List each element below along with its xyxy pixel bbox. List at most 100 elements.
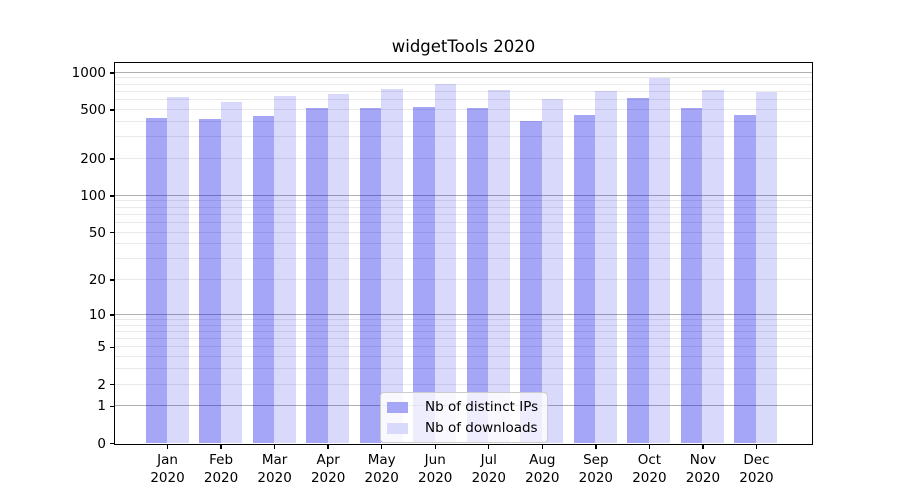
legend-label-distinct-ips: Nb of distinct IPs [425, 399, 539, 415]
x-tick-month: Nov [689, 451, 717, 468]
gridline-7 [115, 330, 812, 332]
legend-entry-distinct-ips: Nb of distinct IPs [387, 398, 538, 416]
x-tick-month: Feb [209, 451, 234, 468]
gridline-3 [115, 368, 812, 370]
x-tick-year: 2020 [578, 470, 614, 486]
legend-swatch-downloads [387, 422, 408, 434]
bar-downloads-jun [434, 84, 457, 443]
gridline-60 [115, 221, 812, 223]
gridline-8 [115, 324, 812, 326]
x-tick-month: Dec [743, 451, 770, 468]
y-tick-mark-20 [110, 279, 114, 281]
x-tick-mark-sep [595, 445, 597, 449]
gridline-9 [115, 318, 812, 320]
gridline-300 [115, 136, 812, 138]
x-tick-month: Oct [637, 451, 662, 468]
bar-downloads-sep [595, 91, 617, 443]
y-tick-label-10: 10 [88, 306, 106, 323]
y-tick-label-500: 500 [80, 101, 106, 118]
x-tick-year: 2020 [364, 470, 399, 486]
gridline-5 [115, 346, 812, 348]
bar-distinct-ips-jul [466, 107, 489, 443]
x-tick-month: Aug [529, 451, 556, 468]
x-tick-year: 2020 [685, 470, 721, 486]
x-tick-label-may: May 2020 [352, 451, 412, 488]
gridline-200 [115, 157, 812, 159]
gridline-20 [115, 279, 812, 281]
x-tick-label-jul: Jul 2020 [459, 451, 519, 488]
bar-downloads-apr [327, 94, 350, 443]
plot-inner [115, 63, 812, 444]
bar-distinct-ips-jan [145, 117, 168, 443]
x-tick-mark-dec [755, 445, 758, 449]
x-tick-month: Sep [583, 451, 609, 468]
bar-downloads-oct [648, 77, 671, 443]
gridline-900 [115, 77, 812, 79]
y-tick-mark-100 [110, 195, 114, 197]
x-tick-year: 2020 [418, 470, 453, 486]
bar-downloads-dec [755, 91, 778, 443]
x-tick-month: Apr [316, 451, 340, 468]
x-tick-year: 2020 [150, 470, 185, 486]
x-tick-mark-oct [648, 445, 651, 449]
x-tick-mark-jun [434, 445, 436, 449]
bar-downloads-nov [702, 89, 724, 443]
y-tick-mark-0 [110, 442, 114, 445]
legend-entry-downloads: Nb of downloads [387, 419, 538, 437]
y-tick-mark-500 [110, 109, 114, 111]
gridline-50 [115, 231, 812, 233]
gridline-6 [115, 338, 812, 340]
x-tick-label-aug: Aug 2020 [512, 451, 572, 488]
gridline-2 [115, 383, 812, 385]
x-tick-month: Jan [157, 451, 178, 468]
y-tick-label-20: 20 [88, 272, 106, 289]
bar-distinct-ips-nov [680, 108, 703, 443]
plot-area [114, 62, 813, 445]
x-tick-year: 2020 [310, 470, 346, 486]
legend-label-downloads: Nb of downloads [425, 420, 538, 436]
x-tick-year: 2020 [257, 470, 292, 486]
gridline-70 [115, 213, 812, 215]
legend-swatch-distinct-ips [387, 401, 408, 413]
bar-distinct-ips-sep [573, 115, 596, 443]
y-tick-label-1: 1 [97, 398, 106, 415]
y-tick-mark-1000 [110, 72, 114, 74]
x-tick-month: Jun [424, 451, 446, 468]
x-tick-mark-apr [327, 445, 329, 449]
bar-downloads-may [381, 89, 403, 443]
x-tick-label-jun: Jun 2020 [405, 451, 465, 488]
bar-distinct-ips-aug [520, 121, 542, 443]
x-tick-mark-aug [541, 445, 543, 449]
x-tick-mark-jul [488, 445, 490, 449]
x-tick-label-feb: Feb 2020 [191, 451, 251, 488]
x-tick-label-oct: Oct 2020 [619, 451, 679, 488]
y-tick-mark-50 [110, 231, 114, 234]
bar-distinct-ips-oct [627, 98, 649, 443]
bar-downloads-feb [220, 102, 243, 443]
gridline-700 [115, 90, 812, 92]
x-tick-label-mar: Mar 2020 [245, 451, 305, 488]
legend: Nb of distinct IPs Nb of downloads [380, 392, 549, 443]
x-tick-year: 2020 [632, 470, 667, 486]
x-tick-month: Mar [261, 451, 288, 468]
y-tick-label-50: 50 [88, 224, 106, 241]
bar-downloads-mar [274, 95, 296, 443]
gridline-100 [115, 194, 812, 196]
y-tick-mark-2 [110, 383, 114, 386]
x-tick-month: Jul [480, 451, 497, 468]
gridline-400 [115, 120, 812, 122]
x-tick-month: May [367, 451, 396, 468]
y-tick-label-1000: 1000 [71, 64, 106, 81]
bar-downloads-jul [488, 89, 510, 443]
bar-distinct-ips-apr [306, 108, 328, 443]
gridline-1000 [115, 71, 812, 73]
y-tick-mark-5 [110, 346, 114, 349]
gridline-10 [115, 313, 812, 315]
gridline-800 [115, 83, 812, 85]
x-tick-mark-feb [220, 445, 222, 449]
y-tick-mark-200 [110, 158, 114, 160]
gridline-600 [115, 99, 812, 101]
bar-downloads-jan [167, 96, 189, 443]
bar-downloads-aug [541, 98, 564, 443]
